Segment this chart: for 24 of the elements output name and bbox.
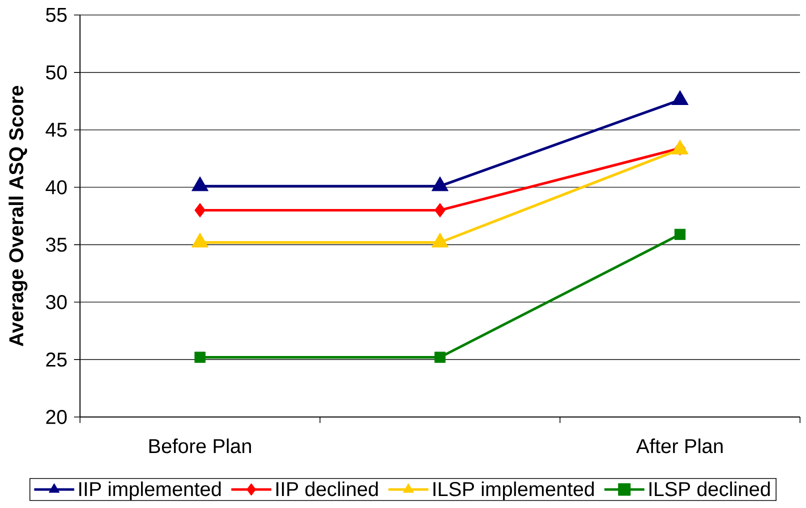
y-tick-label: 40 [46, 180, 67, 194]
point [674, 228, 686, 240]
legend-label: IIP declined [276, 481, 378, 496]
point [194, 352, 206, 363]
point [192, 176, 208, 192]
y-tick-label: 45 [46, 122, 67, 137]
y-tick-label: 25 [46, 352, 67, 367]
point [672, 140, 688, 154]
legend-label: ILSP implemented [434, 481, 594, 500]
point [434, 352, 446, 363]
point [192, 232, 208, 248]
x-tick-label: After Plan [636, 438, 723, 454]
legend-label: IIP implemented [79, 481, 221, 500]
point [672, 90, 688, 105]
y-axis-title: Average Overall ASQ Score [8, 86, 28, 346]
legend-label: ILSP declined [650, 481, 770, 496]
y-tick-label: 20 [46, 410, 67, 424]
x-tick-label: Before Plan [149, 438, 251, 454]
y-tick-label: 50 [46, 65, 67, 80]
y-tick-label: 55 [46, 8, 67, 22]
y-tick-label: 35 [46, 238, 67, 252]
y-tick-label: 30 [46, 295, 67, 310]
point [432, 232, 448, 248]
point [432, 176, 448, 192]
